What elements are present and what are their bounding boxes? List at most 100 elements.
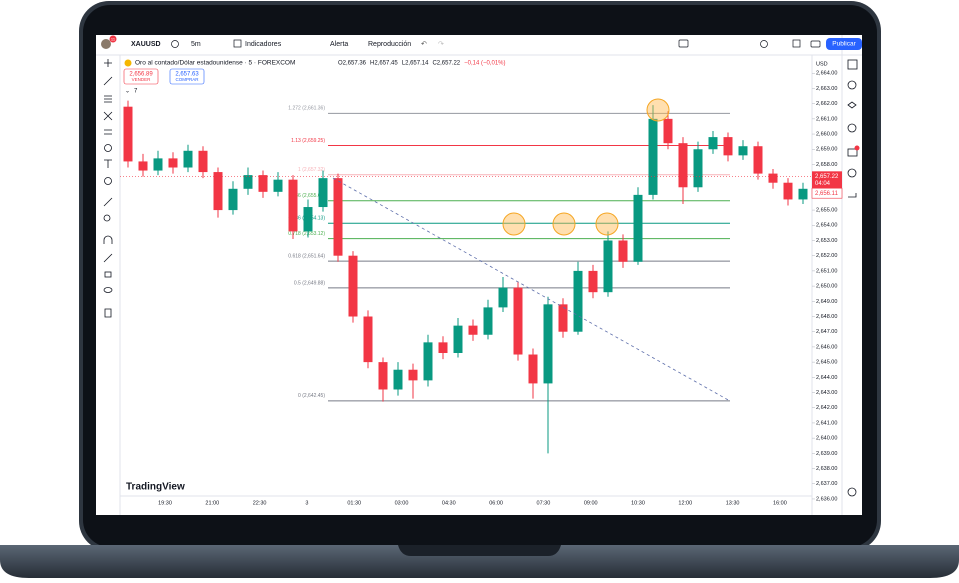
y-tick-label: 2,650.00 (816, 284, 837, 290)
badge (109, 35, 117, 43)
buy-button[interactable] (169, 68, 205, 85)
fib-label: 0.886 (2,655.61) (288, 193, 325, 199)
trendline-tool[interactable] (103, 76, 113, 86)
layers-button[interactable] (847, 101, 857, 109)
y-tick-label: 2,642.00 (816, 405, 837, 411)
candle-body (753, 146, 763, 174)
candle-body (438, 342, 448, 353)
watchlist-button[interactable] (847, 59, 858, 70)
ohlc-value: L2,657.14 (402, 61, 429, 67)
help-button[interactable] (848, 193, 857, 198)
target-button[interactable] (847, 487, 857, 497)
forecast-tool[interactable] (104, 129, 112, 135)
add-symbol[interactable] (171, 40, 179, 48)
magnet-tool[interactable] (103, 235, 113, 244)
last-price-box (812, 171, 842, 189)
y-tick-label: 2,646.00 (816, 344, 837, 350)
x-tick-label: 06:00 (489, 500, 503, 506)
buy-label: COMPRAR (175, 77, 199, 82)
stay-drawing-tool[interactable] (103, 253, 113, 263)
crosshair-tool[interactable] (104, 59, 112, 67)
notification-dot (854, 145, 860, 151)
calendar-button[interactable] (847, 168, 857, 178)
pattern-tool[interactable] (103, 111, 113, 121)
settings-button[interactable] (792, 39, 801, 48)
redo[interactable]: ↷ (438, 41, 444, 48)
legend-title: Oro al contado/Dólar estadounidense · 5 … (135, 60, 295, 67)
buy-price: 2,657.63 (175, 72, 199, 78)
candle-body (408, 369, 418, 381)
y-tick-label: 2,641.00 (816, 420, 837, 426)
x-tick-label: 13:30 (726, 500, 740, 506)
highlight-circle (646, 98, 670, 122)
notch (398, 545, 561, 556)
zoom-tool[interactable] (103, 214, 111, 222)
indicators-toggle[interactable]: ⌄ (125, 89, 130, 95)
candle-body (153, 158, 163, 171)
alerts-button[interactable] (847, 80, 857, 90)
candle-body (543, 304, 553, 384)
fib-tool[interactable] (104, 95, 112, 103)
fib-label: 0 (2,642.45) (298, 393, 325, 399)
measure-tool[interactable] (103, 197, 113, 207)
highlight-circle (502, 212, 526, 236)
candle-body (288, 179, 298, 232)
watermark: TradingView (126, 482, 185, 493)
symbol[interactable]: XAUUSD (131, 41, 161, 48)
lock-tool[interactable] (104, 271, 112, 278)
y-tick-label: 2,660.00 (816, 132, 837, 138)
avatar[interactable] (101, 39, 111, 49)
alert-button[interactable]: Alerta (330, 41, 348, 48)
y-tick-label: 2,640.00 (816, 436, 837, 442)
candle-body (228, 188, 238, 211)
publish-button[interactable] (826, 38, 862, 50)
x-tick-label: 21:00 (205, 500, 219, 506)
y-tick-label: 2,655.00 (816, 208, 837, 214)
candle-body (648, 118, 658, 195)
y-tick-label: 2,664.00 (816, 71, 837, 77)
hide-tool[interactable] (103, 287, 113, 293)
fib-label: 1 (2,657.32) (298, 167, 325, 173)
delete-tool[interactable] (104, 308, 112, 318)
candle-body (513, 287, 523, 355)
search-button[interactable] (760, 40, 768, 48)
x-tick-label: 04:30 (442, 500, 456, 506)
y-tick-label: 2,658.00 (816, 162, 837, 168)
candle-body (183, 150, 193, 168)
ideas-button[interactable] (847, 123, 857, 133)
candle-body (198, 150, 208, 173)
currency: USD (816, 61, 828, 67)
indicators-button[interactable]: Indicadores (245, 41, 282, 48)
shapes-tool[interactable] (104, 144, 112, 152)
y-tick-label: 2,643.00 (816, 390, 837, 396)
laptop-base (0, 545, 959, 578)
candle-body (663, 118, 673, 144)
icons-tool[interactable] (104, 177, 112, 185)
candle-body (258, 175, 268, 192)
candle-body (213, 172, 223, 211)
fib-label: 0.5 (2,649.88) (294, 280, 325, 286)
last-price-label: 2,657.22 (815, 174, 839, 180)
indicators-icon (233, 39, 242, 48)
candle-body (468, 325, 478, 335)
candle-body (603, 240, 613, 293)
undo[interactable]: ↶ (421, 41, 427, 48)
sell-label: VENDER (132, 77, 152, 82)
chat-button[interactable] (847, 148, 858, 157)
y-tick-label: 2,659.00 (816, 147, 837, 153)
interval[interactable]: 5m (191, 41, 201, 48)
candle-body (693, 149, 703, 188)
snapshot-button[interactable] (810, 40, 821, 48)
y-tick-label: 2,649.00 (816, 299, 837, 305)
x-tick-label: 12:00 (678, 500, 692, 506)
highlight-circle (552, 212, 576, 236)
y-tick-label: 2,639.00 (816, 451, 837, 457)
sell-button[interactable] (123, 68, 159, 85)
candle-body (738, 146, 748, 156)
candle-body (558, 304, 568, 332)
bid-price-label: 2,656.11 (815, 191, 839, 197)
bid-price-box (811, 187, 843, 199)
text-tool[interactable] (104, 159, 112, 168)
layout-button[interactable] (678, 39, 689, 48)
replay-button[interactable]: Reproducción (368, 41, 411, 48)
